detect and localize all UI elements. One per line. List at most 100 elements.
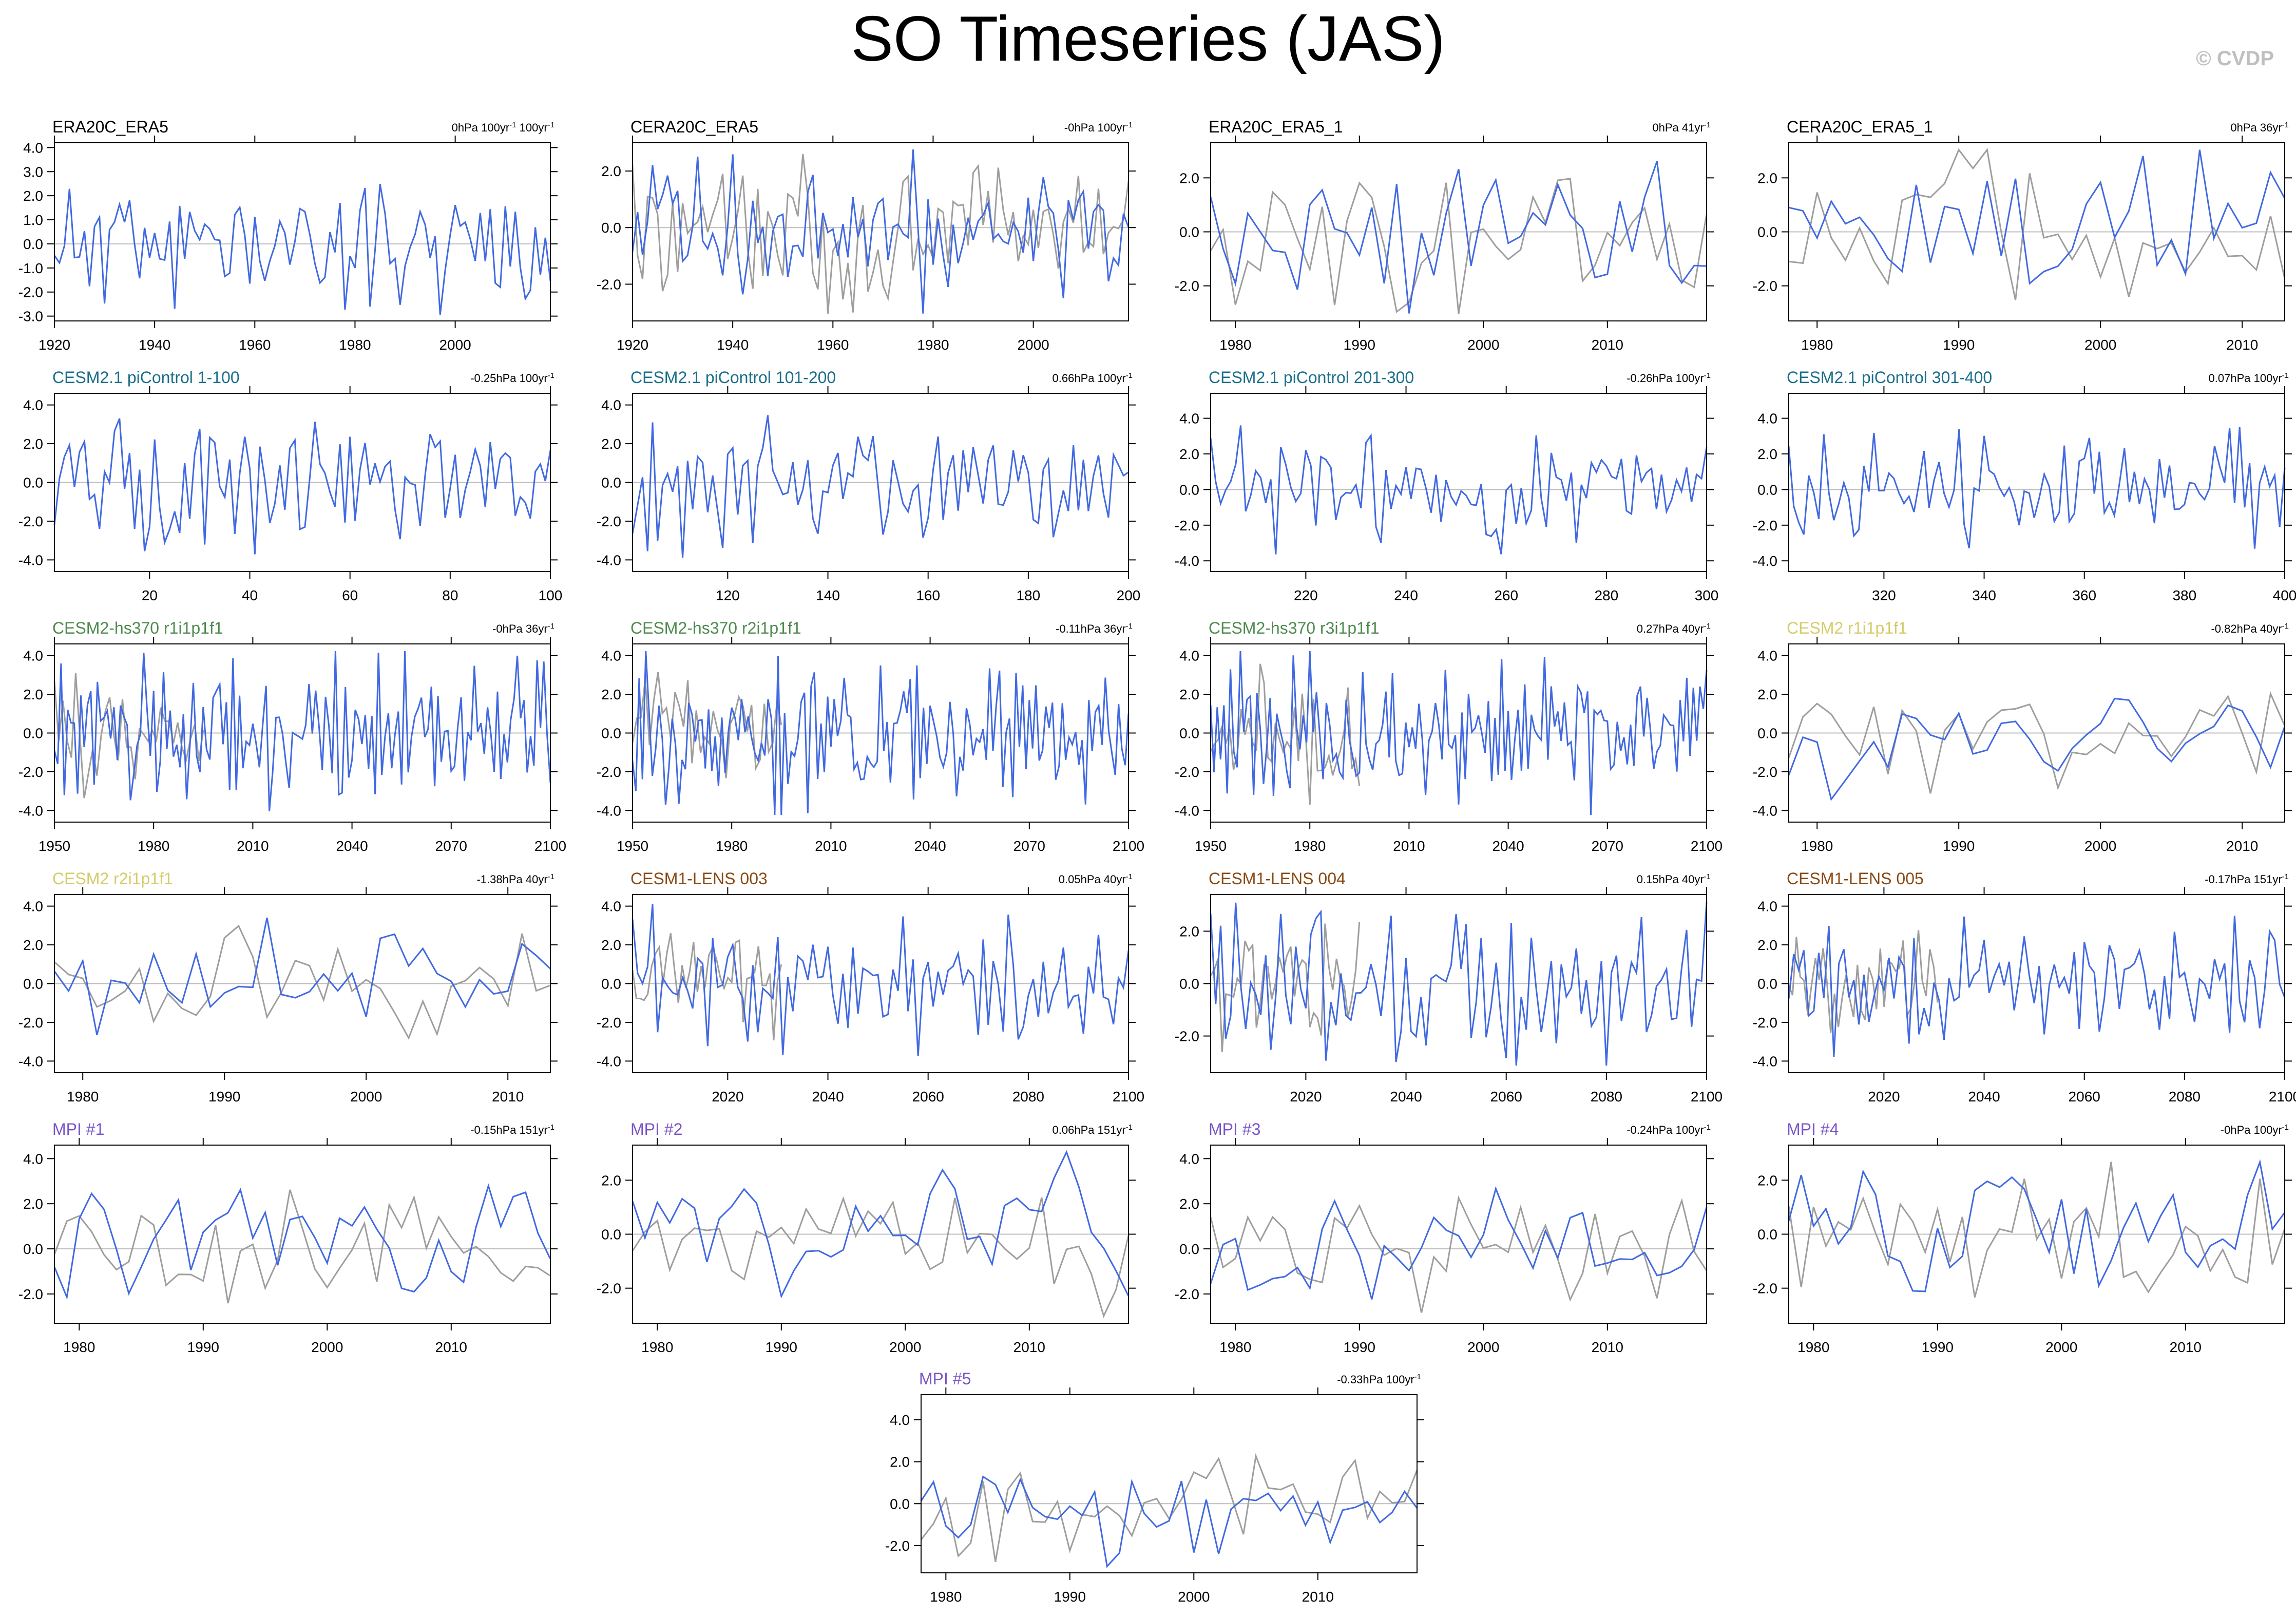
reference-series-line [1210,178,1708,314]
x-tick-label: 2000 [2084,337,2116,353]
y-tick-label: 2.0 [601,687,621,702]
y-tick-label: -4.0 [597,1053,621,1069]
x-tick-label: 1940 [139,337,170,353]
y-tick-label: 0.0 [1179,224,1199,240]
x-tick-label: 1980 [67,1089,99,1105]
model-series-line [53,1183,551,1300]
y-tick-label: 3.0 [23,164,43,180]
y-tick-label: 2.0 [1179,687,1199,702]
y-tick-label: -1.0 [18,260,43,276]
x-tick-label: 120 [716,587,740,603]
panel-title: CESM2.1 piControl 1-100 [52,368,240,387]
y-tick-label: -2.0 [18,1286,43,1302]
x-tick-label: 2060 [912,1089,944,1105]
y-tick-label: -2.0 [1753,518,1777,534]
x-tick-label: 1920 [617,337,648,353]
panel-stat: 0hPa 100yr-1 100yr-1 [452,121,554,135]
x-tick-label: 1950 [39,838,70,854]
timeseries-panel: ERA20C_ERA5 0hPa 100yr-1 100yr-1 -3.0 -2.0 -… [18,118,558,353]
x-tick-label: 2000 [1467,1339,1499,1355]
model-series-line [1788,1159,2286,1292]
y-tick-label: -2.0 [1753,1015,1777,1031]
panel-stat: 0.66hPa 100yr-1 [1053,371,1133,385]
y-tick-label: 0.0 [23,1241,43,1257]
y-tick-label: 0.0 [890,1496,910,1512]
x-tick-label: 100 [539,587,563,603]
model-series-line [632,415,1129,558]
panel-title: ERA20C_ERA5 [52,118,168,136]
y-tick-label: 2.0 [601,163,621,179]
x-tick-label: 2010 [2226,337,2258,353]
panel-stat: -0hPa 100yr-1 [1064,121,1133,135]
model-series-line [632,904,1130,1056]
panel-title: ERA20C_ERA5_1 [1209,118,1343,136]
x-tick-label: 1980 [1801,838,1833,854]
x-tick-label: 1990 [208,1089,240,1105]
y-tick-label: 2.0 [601,436,621,452]
y-tick-label: 2.0 [1757,1172,1777,1188]
timeseries-panel: MPI #1 -0.15hPa 151yr-1 -2.0 0.0 2.0 4.0 1980 1… [18,1120,558,1355]
y-tick-label: -2.0 [1175,278,1199,294]
timeseries-panel: CESM2-hs370 r3i1p1f1 0.27hPa 40yr-1 -4.0 -2… [1175,619,1723,854]
panel-title: MPI #2 [630,1120,682,1138]
panel-title: CESM2-hs370 r1i1p1f1 [52,619,223,637]
y-tick-label: 4.0 [601,397,621,413]
model-series-line [53,418,551,555]
y-tick-label: -2.0 [597,1281,621,1297]
timeseries-panel: CESM2 r1i1p1f1 -0.82hPa 40yr-1 -4.0 -2.0 0.0… [1753,619,2292,854]
x-tick-label: 2040 [1968,1089,2000,1105]
y-tick-label: 0.0 [1179,726,1199,741]
x-tick-label: 2080 [1591,1089,1622,1105]
panel-stat: -0.11hPa 36yr-1 [1056,622,1133,636]
y-tick-label: 2.0 [890,1454,910,1470]
panel-title: MPI #4 [1787,1120,1839,1138]
panel-title: CESM2 r1i1p1f1 [1787,619,1907,637]
y-tick-label: -4.0 [18,552,43,568]
x-tick-label: 60 [342,587,358,603]
panel-stat: -0hPa 36yr-1 [492,622,554,636]
panel-title: CESM2.1 piControl 101-200 [630,368,836,387]
x-tick-label: 2070 [435,838,467,854]
page-title: SO Timeseries (JAS) [851,4,1445,74]
y-tick-label: -2.0 [18,1015,43,1031]
plot-frame [1788,393,2285,572]
y-tick-label: 0.0 [1757,976,1777,992]
timeseries-panel: MPI #3 -0.24hPa 100yr-1 -2.0 0.0 2.0 4.0 1980 1… [1175,1120,1714,1355]
reference-series-line [632,154,1130,314]
x-tick-label: 1960 [239,337,271,353]
x-tick-label: 240 [1394,587,1418,603]
y-tick-label: -2.0 [597,513,621,529]
x-tick-label: 2000 [2045,1339,2077,1355]
timeseries-panel: CESM1-LENS 003 0.05hPa 40yr-1 -4.0 -2.0 0.0 2… [597,869,1144,1105]
y-tick-label: -2.0 [18,513,43,529]
x-tick-label: 1940 [717,337,749,353]
panel-title: CESM2.1 piControl 201-300 [1209,368,1414,387]
timeseries-panel: CESM2.1 piControl 201-300 -0.26hPa 100yr-… [1175,368,1719,603]
panel-stat: -0.17hPa 151yr-1 [2205,872,2289,886]
reference-series-line [1788,691,2286,794]
y-tick-label: -2.0 [1175,764,1199,780]
x-tick-label: 1980 [917,337,949,353]
x-tick-label: 1920 [39,337,70,353]
panel-title: CESM1-LENS 005 [1787,869,1924,888]
panel-stat: -0.24hPa 100yr-1 [1627,1123,1711,1137]
x-tick-label: 20 [142,587,158,603]
y-tick-label: 4.0 [23,1151,43,1167]
model-series-line [1210,1186,1708,1300]
x-tick-label: 2040 [336,838,368,854]
y-tick-label: -4.0 [1753,553,1777,569]
x-tick-label: 1990 [1943,838,1975,854]
x-tick-label: 1980 [641,1339,673,1355]
x-tick-label: 2040 [1390,1089,1422,1105]
panel-stat: 0.15hPa 40yr-1 [1637,872,1711,886]
x-tick-label: 2000 [311,1339,343,1355]
x-tick-label: 2010 [1592,337,1623,353]
x-tick-label: 2010 [435,1339,467,1355]
y-tick-label: -2.0 [18,764,43,780]
panel-stat: -0.26hPa 100yr-1 [1627,371,1711,385]
timeseries-panel: MPI #5 -0.33hPa 100yr-1 -2.0 0.0 2.0 4.0 1980 1… [885,1369,1424,1605]
y-tick-label: 0.0 [1179,976,1199,992]
reference-series-line [632,1196,1130,1319]
x-tick-label: 1990 [766,1339,797,1355]
plot-frame [632,142,1129,321]
